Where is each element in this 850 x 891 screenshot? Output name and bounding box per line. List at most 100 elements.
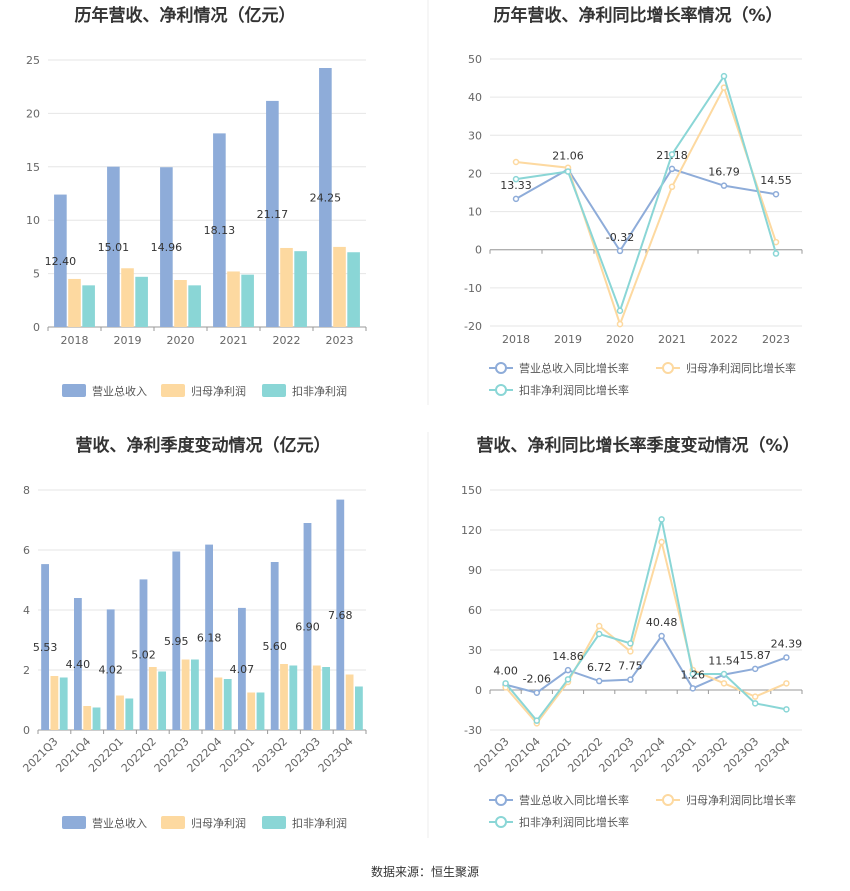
bar-营业总收入 [319, 68, 332, 327]
y-tick-label: 0 [475, 244, 482, 257]
point-扣非净利润同比增长率 [720, 72, 728, 80]
y-tick-label: 50 [468, 53, 482, 66]
bar-扣非净利润 [322, 667, 331, 730]
point-营业总收入同比增长率 [720, 182, 728, 189]
x-tick-label: 2023Q1 [217, 735, 257, 775]
data-label: 18.13 [204, 224, 236, 237]
legend-label: 营业总收入同比增长率 [519, 793, 629, 807]
x-tick-label: 2020 [167, 334, 195, 347]
bar-归母净利润 [83, 706, 92, 730]
bar-扣非净利润 [223, 679, 232, 730]
bar-归母净利润 [214, 677, 223, 730]
point-扣非净利润同比增长率 [658, 516, 665, 523]
bar-归母净利润 [116, 695, 124, 730]
point-营业总收入同比增长率 [564, 666, 572, 674]
point-扣非净利润同比增长率 [751, 700, 759, 707]
data-label: 21.18 [656, 149, 688, 162]
point-归母净利润同比增长率 [627, 648, 634, 655]
bar-营业总收入 [54, 194, 67, 327]
y-tick-label: 60 [468, 604, 482, 617]
bar-营业总收入 [266, 100, 279, 327]
point-营业总收入同比增长率 [627, 676, 634, 683]
bar-扣非净利润 [82, 285, 95, 327]
y-tick-label: 25 [26, 54, 40, 67]
bar-营业总收入 [270, 562, 279, 730]
point-扣非净利润同比增长率 [783, 706, 790, 713]
data-source-note: 数据来源：恒生聚源 [371, 864, 479, 879]
legend-label: 扣非净利润 [292, 384, 347, 398]
annual-revenue-profit-chart: 历年营收、净利情况（亿元） 0 5 10 15 20 25 2018 2019 2020 2021 2… [26, 5, 367, 398]
point-归母净利润同比增长率 [616, 320, 624, 328]
point-归母净利润同比增长率 [658, 538, 665, 546]
line-营业总收入同比增长率 [505, 634, 787, 694]
data-label: 4.07 [230, 663, 255, 676]
data-label: -2.06 [523, 673, 551, 686]
data-label: 6.90 [295, 621, 320, 634]
point-营业总收入同比增长率 [668, 165, 676, 173]
point-营业总收入同比增长率 [689, 685, 697, 692]
data-label: 4.02 [98, 664, 123, 677]
legend-swatch-marker [495, 384, 507, 396]
point-扣非净利润同比增长率 [502, 680, 509, 687]
x-tick-label: 2020 [606, 333, 634, 346]
line-归母净利润同比增长率 [504, 538, 787, 725]
legend-swatch-marker [495, 816, 507, 828]
x-tick-label: 2023 [326, 334, 354, 347]
bar-营业总收入 [73, 598, 82, 730]
point-营业总收入同比增长率 [512, 195, 520, 203]
y-tick-label: 0 [475, 684, 482, 697]
line-扣非净利润同比增长率 [515, 73, 777, 314]
y-tick-label: -20 [464, 320, 482, 333]
y-tick-label: -10 [464, 282, 482, 295]
legend-label: 扣非净利润同比增长率 [519, 815, 629, 829]
y-tick-label: 6 [23, 544, 30, 557]
data-label: 5.60 [262, 640, 287, 653]
x-tick-label: 2022 [273, 334, 301, 347]
bar-归母净利润 [280, 247, 293, 327]
legend-swatch [262, 816, 286, 829]
bar-归母净利润 [345, 674, 354, 730]
y-tick-label: 30 [468, 644, 482, 657]
y-tick-label: 8 [23, 484, 30, 497]
legend-label: 归母净利润 [191, 384, 246, 398]
y-tick-label: 90 [468, 564, 482, 577]
point-营业总收入同比增长率 [595, 677, 603, 685]
bar-营业总收入 [106, 609, 115, 730]
bar-营业总收入 [213, 133, 226, 327]
legend-label: 营业总收入同比增长率 [519, 361, 629, 375]
bar-扣非净利润 [294, 251, 307, 327]
data-label: 13.33 [500, 179, 532, 192]
data-label: 4.40 [66, 658, 91, 671]
data-label: 14.55 [760, 174, 792, 187]
chart-title: 营收、净利同比增长率季度变动情况（%） [476, 435, 799, 456]
x-tick-label: 2023Q3 [283, 735, 323, 775]
point-扣非净利润同比增长率 [720, 670, 728, 678]
x-tick-label: 2022 [710, 333, 738, 346]
legend-label: 归母净利润同比增长率 [686, 793, 796, 807]
data-label: 24.39 [771, 637, 803, 650]
bar-扣非净利润 [241, 274, 254, 327]
x-tick-label: 2021Q4 [53, 735, 93, 775]
x-tick-label: 2019 [114, 334, 142, 347]
point-归母净利润同比增长率 [668, 183, 676, 191]
data-label: 21.17 [257, 208, 289, 221]
bar-归母净利润 [68, 278, 81, 327]
data-label: 16.79 [708, 166, 740, 179]
quarterly-revenue-profit-chart: 营收、净利季度变动情况（亿元）024682021Q32021Q42022Q120… [20, 435, 367, 830]
bar-归母净利润 [227, 271, 240, 327]
legend-swatch [62, 816, 86, 829]
x-tick-label: 2022Q1 [86, 735, 126, 775]
point-扣非净利润同比增长率 [533, 717, 541, 724]
data-label: 4.00 [493, 665, 518, 678]
data-label: 6.72 [587, 661, 612, 674]
x-tick-label: 2018 [61, 334, 89, 347]
line-扣非净利润同比增长率 [504, 519, 787, 723]
data-label: 15.01 [98, 241, 130, 254]
bar-扣非净利润 [135, 276, 148, 327]
x-tick-label: 2022Q2 [119, 735, 159, 775]
bar-归母净利润 [148, 667, 157, 730]
x-tick-label: 2021 [220, 334, 248, 347]
bar-扣非净利润 [289, 665, 298, 730]
data-label: 1.26 [681, 668, 706, 681]
